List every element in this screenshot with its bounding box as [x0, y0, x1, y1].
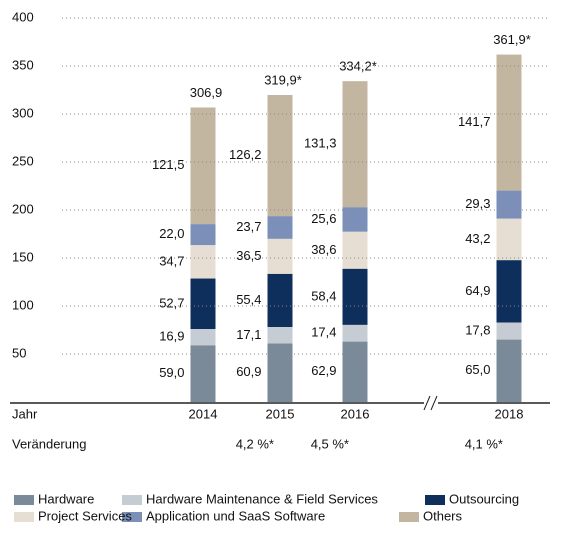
bar-segment	[267, 94, 293, 217]
value-label: 43,2	[465, 231, 490, 246]
y-tick-label: 250	[12, 153, 34, 168]
value-label: 17,4	[311, 325, 336, 340]
legend-swatch	[399, 512, 419, 522]
legend-swatch	[425, 495, 445, 505]
value-label: 29,3	[465, 196, 490, 211]
y-tick-label: 100	[12, 297, 34, 312]
bar-segment	[190, 224, 216, 246]
bar-segment	[342, 81, 368, 208]
bar-segment	[267, 216, 293, 239]
bar-segment	[496, 339, 522, 402]
legend-label: Hardware	[38, 491, 94, 506]
x-tick-label: 2014	[189, 406, 218, 421]
bar-segment	[267, 273, 293, 328]
value-label: 65,0	[465, 362, 490, 377]
value-label: 34,7	[159, 253, 184, 268]
legend-swatch	[122, 512, 142, 522]
axis-break-gap	[424, 396, 438, 410]
change-label: 4,2 %*	[236, 436, 274, 451]
value-label: 17,8	[465, 322, 490, 337]
value-label: 23,7	[236, 219, 261, 234]
value-label: 38,6	[311, 242, 336, 257]
value-label: 52,7	[159, 295, 184, 310]
y-tick-label: 150	[12, 249, 34, 264]
legend-label: Outsourcing	[449, 491, 519, 506]
total-label: 306,9	[190, 85, 223, 100]
value-label: 60,9	[236, 364, 261, 379]
value-label: 131,3	[304, 136, 337, 151]
value-label: 55,4	[236, 292, 261, 307]
value-label: 16,9	[159, 329, 184, 344]
value-label: 17,1	[236, 327, 261, 342]
bar-segment	[496, 260, 522, 323]
value-label: 25,6	[311, 211, 336, 226]
value-label: 141,7	[458, 114, 491, 129]
value-label: 126,2	[229, 147, 262, 162]
y-tick-label: 300	[12, 105, 34, 120]
bar-segment	[190, 245, 216, 279]
bar-segment	[267, 343, 293, 402]
bar-segment	[342, 341, 368, 402]
value-label: 64,9	[465, 283, 490, 298]
value-label: 58,4	[311, 288, 336, 303]
x-tick-label: 2016	[341, 406, 370, 421]
bar-segment	[190, 278, 216, 330]
bar-segment	[496, 54, 522, 191]
total-label: 319,9*	[264, 72, 302, 87]
legend-swatch	[122, 495, 142, 505]
bar-segment	[496, 322, 522, 340]
legend-label: Application und SaaS Software	[146, 508, 325, 523]
legend-swatch	[14, 495, 34, 505]
bar-segment	[496, 218, 522, 261]
bar-segment	[267, 238, 293, 274]
bar-segment	[190, 107, 216, 225]
bar-segment	[190, 329, 216, 346]
legend-label: Others	[423, 508, 463, 523]
total-label: 361,9*	[493, 32, 531, 47]
y-tick-label: 50	[12, 345, 26, 360]
change-row-label: Veränderung	[12, 436, 86, 451]
change-label: 4,1 %*	[465, 436, 503, 451]
legend-label: Project Services	[38, 508, 132, 523]
value-label: 59,0	[159, 365, 184, 380]
y-tick-label: 200	[12, 201, 34, 216]
legend-swatch	[14, 512, 34, 522]
value-label: 22,0	[159, 226, 184, 241]
axis-break	[430, 395, 438, 411]
legend-label: Hardware Maintenance & Field Services	[146, 491, 378, 506]
value-label: 121,5	[152, 157, 185, 172]
bar-segment	[190, 345, 216, 402]
bar-segment	[342, 268, 368, 325]
change-label: 4,5 %*	[311, 436, 349, 451]
bar-segment	[267, 327, 293, 344]
x-axis-label: Jahr	[12, 406, 38, 421]
value-label: 62,9	[311, 363, 336, 378]
bar-segment	[342, 231, 368, 269]
bar-segment	[342, 324, 368, 342]
bar-segment	[496, 190, 522, 219]
axis-break	[423, 395, 431, 411]
x-tick-label: 2015	[266, 406, 295, 421]
bar-segment	[342, 207, 368, 232]
y-tick-label: 350	[12, 57, 34, 72]
x-tick-label: 2018	[495, 406, 524, 421]
y-tick-label: 400	[12, 9, 34, 24]
value-label: 36,5	[236, 248, 261, 263]
